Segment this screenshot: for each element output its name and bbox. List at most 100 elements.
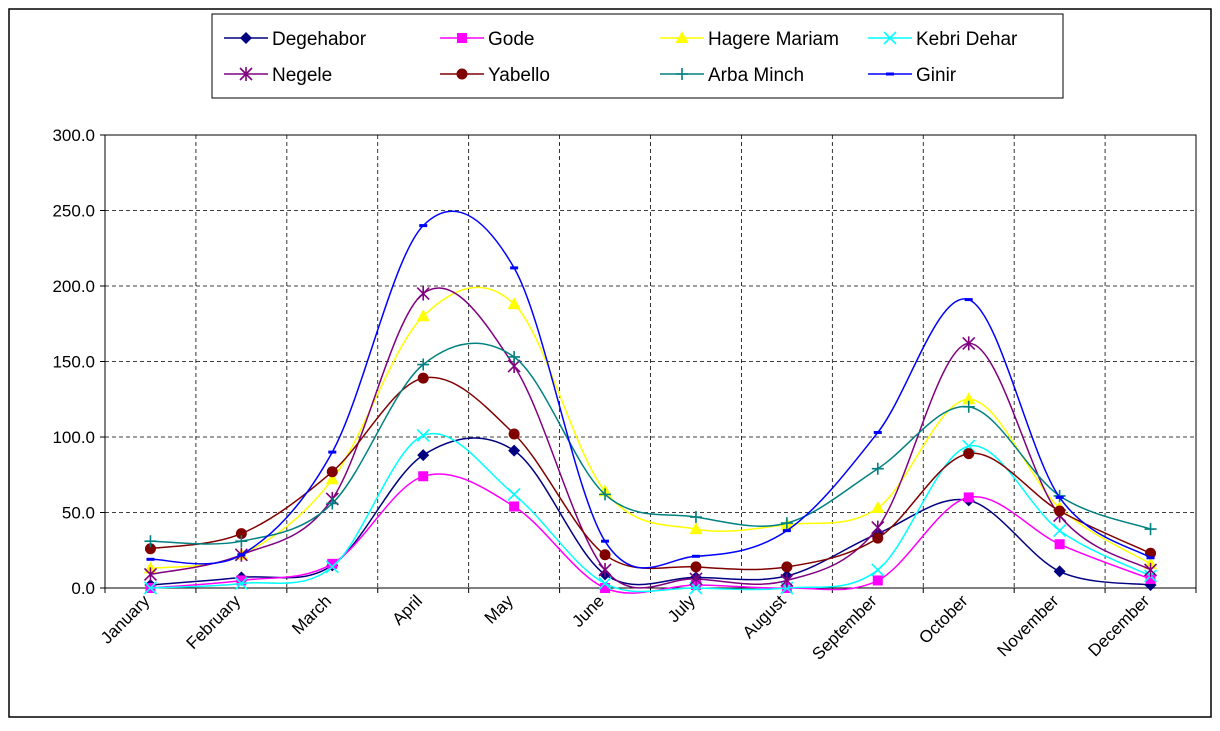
- legend-label-gode: Gode: [488, 29, 534, 50]
- point-arba-minch-march: [326, 497, 339, 510]
- point-yabello-march: [326, 466, 338, 478]
- point-negele-april: [416, 286, 430, 301]
- point-gode-november: [1054, 539, 1065, 550]
- point-arba-minch-december: [1144, 523, 1157, 536]
- point-arba-minch-august: [780, 517, 793, 530]
- point-arba-minch-november: [1053, 489, 1066, 502]
- point-yabello-april: [417, 372, 429, 384]
- series-lines: [143, 210, 1158, 595]
- legend-marker-yabello: [456, 68, 468, 80]
- point-negele-august: [780, 573, 794, 588]
- point-hagere-mariam-may: [507, 297, 521, 310]
- point-gode-october: [963, 492, 974, 503]
- point-kebri-dehar-january: [143, 581, 158, 595]
- series-line-negele: [150, 287, 1151, 589]
- legend-item-negele: Negele: [224, 65, 332, 86]
- legend-marker-arba-minch: [676, 68, 688, 80]
- point-degehabor-november: [1053, 565, 1066, 578]
- point-yabello-january: [144, 543, 156, 555]
- y-tick-label: 100.0: [52, 428, 95, 447]
- point-arba-minch-january: [144, 535, 157, 548]
- gridlines: [104, 134, 1197, 589]
- point-yabello-june: [599, 549, 611, 561]
- point-arba-minch-june: [599, 488, 612, 501]
- point-hagere-mariam-september: [871, 500, 885, 513]
- point-arba-minch-september: [871, 462, 884, 475]
- point-yabello-february: [235, 528, 247, 540]
- point-kebri-dehar-november: [1053, 524, 1067, 538]
- point-arba-minch-april: [417, 358, 430, 371]
- y-tick-label: 250.0: [52, 202, 95, 221]
- point-kebri-dehar-may: [507, 487, 521, 501]
- point-ginir-august: [782, 529, 791, 533]
- legend-label-hagere-mariam: Hagere Mariam: [708, 29, 839, 50]
- point-ginir-january: [146, 557, 155, 561]
- point-kebri-dehar-march: [325, 560, 339, 574]
- point-kebri-dehar-june: [598, 576, 612, 591]
- point-hagere-mariam-october: [962, 392, 976, 405]
- y-tick-label: 50.0: [62, 504, 95, 523]
- legend-box: [211, 13, 1064, 99]
- point-kebri-dehar-february: [234, 576, 248, 591]
- legend-marker-ginir: [886, 72, 894, 76]
- point-yabello-november: [1054, 505, 1066, 517]
- point-yabello-july: [690, 561, 702, 573]
- point-negele-june: [598, 562, 612, 577]
- legend-item-gode: Gode: [440, 29, 534, 50]
- series-ginir: [146, 210, 1155, 569]
- point-negele-january: [143, 567, 158, 582]
- point-hagere-mariam-march: [325, 472, 339, 485]
- point-gode-april: [418, 471, 429, 482]
- legend-marker-degehabor: [240, 32, 252, 44]
- point-arba-minch-february: [235, 535, 248, 548]
- point-arba-minch-may: [508, 350, 521, 363]
- point-yabello-october: [963, 448, 975, 460]
- legend-marker-hagere-mariam: [675, 31, 689, 43]
- point-ginir-september: [873, 430, 882, 434]
- point-negele-july: [689, 571, 703, 586]
- point-gode-december: [1145, 573, 1156, 584]
- point-negele-october: [962, 336, 976, 351]
- point-ginir-march: [328, 450, 337, 454]
- point-gode-march: [327, 558, 338, 569]
- point-degehabor-april: [417, 449, 430, 462]
- point-ginir-february: [237, 553, 246, 557]
- point-gode-september: [872, 575, 883, 586]
- point-kebri-dehar-april: [416, 428, 430, 443]
- point-ginir-may: [510, 266, 519, 270]
- point-negele-december: [1143, 562, 1158, 577]
- legend-label-degehabor: Degehabor: [272, 29, 367, 50]
- legend-label-kebri-dehar: Kebri Dehar: [916, 29, 1018, 50]
- legend-marker-kebri-dehar: [883, 31, 897, 45]
- legend-item-degehabor: Degehabor: [224, 29, 367, 50]
- y-tick-label: 150.0: [52, 353, 95, 372]
- legend-label-arba-minch: Arba Minch: [708, 65, 804, 86]
- point-hagere-mariam-july: [689, 522, 703, 535]
- point-yabello-may: [508, 428, 520, 440]
- y-tick-label: 0.0: [71, 579, 95, 598]
- legend-item-hagere-mariam: Hagere Mariam: [660, 29, 839, 50]
- point-yabello-september: [872, 532, 884, 544]
- legend-label-ginir: Ginir: [916, 65, 957, 86]
- legend-label-negele: Negele: [272, 65, 332, 86]
- legend-item-ginir: Ginir: [868, 65, 957, 86]
- point-hagere-mariam-april: [416, 309, 430, 322]
- point-kebri-dehar-september: [871, 563, 885, 577]
- point-gode-may: [509, 501, 520, 512]
- legend-marker-gode: [457, 33, 467, 43]
- point-ginir-july: [691, 554, 700, 558]
- point-ginir-april: [419, 224, 428, 228]
- point-ginir-october: [964, 298, 973, 302]
- series-line-ginir: [150, 210, 1151, 569]
- point-ginir-december: [1146, 556, 1155, 560]
- y-tick-label: 200.0: [52, 277, 95, 296]
- point-degehabor-may: [508, 444, 521, 457]
- legend-item-kebri-dehar: Kebri Dehar: [868, 29, 1018, 50]
- point-ginir-june: [601, 539, 610, 543]
- point-gode-june: [600, 583, 611, 593]
- series-arba-minch: [144, 342, 1157, 548]
- legend-item-arba-minch: Arba Minch: [660, 65, 804, 86]
- legend: Degehabor Gode Hagere Mariam Kebri Dehar Neg…: [211, 13, 1064, 99]
- point-yabello-august: [781, 561, 793, 573]
